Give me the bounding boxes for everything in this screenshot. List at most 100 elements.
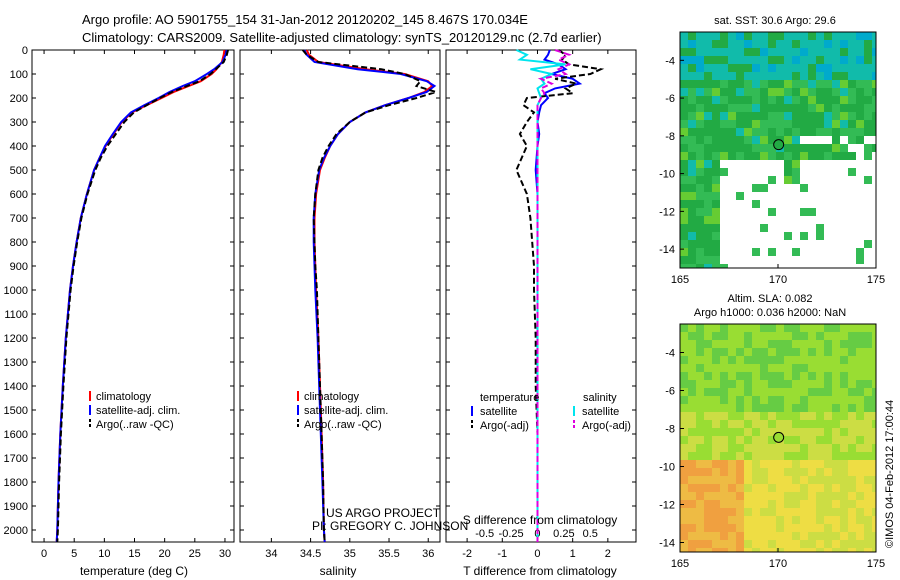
map-cell bbox=[696, 152, 704, 160]
map-cell bbox=[752, 136, 760, 144]
depth-tick-label: 1400 bbox=[4, 381, 28, 393]
map-cell bbox=[800, 72, 808, 80]
map-cell bbox=[768, 176, 776, 184]
map-cell bbox=[720, 348, 728, 356]
map-cell bbox=[736, 64, 744, 72]
map-cell bbox=[752, 388, 760, 396]
map-cell bbox=[824, 120, 832, 128]
map-cell bbox=[768, 452, 776, 460]
map-cell bbox=[816, 516, 824, 524]
map-cell bbox=[752, 348, 760, 356]
map-cell bbox=[752, 324, 760, 332]
map-cell bbox=[728, 96, 736, 104]
map-cell bbox=[784, 120, 792, 128]
map-cell bbox=[752, 476, 760, 484]
map-cell bbox=[840, 152, 848, 160]
map-cell bbox=[736, 476, 744, 484]
depth-tick-label: 800 bbox=[10, 237, 28, 249]
map-cell bbox=[728, 356, 736, 364]
map-cell bbox=[832, 412, 840, 420]
map-cell bbox=[768, 324, 776, 332]
map-cell bbox=[840, 364, 848, 372]
map-cell bbox=[752, 120, 760, 128]
map-cell bbox=[800, 428, 808, 436]
map-cell bbox=[712, 88, 720, 96]
map-cell bbox=[728, 72, 736, 80]
s-tick-label: 0.25 bbox=[553, 528, 574, 540]
map-cell bbox=[792, 532, 800, 540]
map-cell bbox=[792, 428, 800, 436]
map-cell bbox=[848, 32, 856, 40]
map-cell bbox=[688, 248, 696, 256]
map-cell bbox=[792, 356, 800, 364]
map-x-tick-label: 170 bbox=[769, 558, 787, 570]
map-cell bbox=[688, 396, 696, 404]
map-cell bbox=[728, 436, 736, 444]
map-cell bbox=[744, 388, 752, 396]
map-cell bbox=[784, 420, 792, 428]
map-cell bbox=[768, 40, 776, 48]
map-cell bbox=[704, 152, 712, 160]
map-cell bbox=[728, 120, 736, 128]
x-tick-label: 0 bbox=[41, 548, 47, 560]
map-cell bbox=[752, 428, 760, 436]
map-cell bbox=[704, 264, 712, 268]
map-cell bbox=[840, 396, 848, 404]
map-cell bbox=[688, 420, 696, 428]
map-cell bbox=[704, 248, 712, 256]
map-cell bbox=[728, 404, 736, 412]
map-cell bbox=[736, 540, 744, 548]
map-cell bbox=[856, 500, 864, 508]
map-cell bbox=[824, 420, 832, 428]
map-cell bbox=[704, 40, 712, 48]
map-cell bbox=[872, 452, 876, 460]
x-tick-label: 36 bbox=[422, 548, 434, 560]
map-cell bbox=[720, 476, 728, 484]
map-cell bbox=[688, 364, 696, 372]
map-cell bbox=[832, 492, 840, 500]
map-cell bbox=[824, 40, 832, 48]
map-cell bbox=[768, 532, 776, 540]
map-cell bbox=[832, 32, 840, 40]
map-cell bbox=[752, 452, 760, 460]
map-cell bbox=[776, 112, 784, 120]
map-cell bbox=[816, 340, 824, 348]
map-cell bbox=[864, 64, 872, 72]
x-tick-label: 35.5 bbox=[378, 548, 399, 560]
map-cell bbox=[712, 348, 720, 356]
map-cell bbox=[680, 532, 688, 540]
map-cell bbox=[816, 72, 824, 80]
pi-credit: PI: GREGORY C. JOHNSON bbox=[312, 519, 468, 533]
map-cell bbox=[712, 548, 720, 552]
map-cell bbox=[856, 324, 864, 332]
map-cell bbox=[792, 324, 800, 332]
map-cell bbox=[736, 500, 744, 508]
map-cell bbox=[784, 460, 792, 468]
map-cell bbox=[744, 444, 752, 452]
map-cell bbox=[704, 224, 712, 232]
map-cell bbox=[696, 548, 704, 552]
map-cell bbox=[832, 340, 840, 348]
map-cell bbox=[744, 436, 752, 444]
map-cell bbox=[872, 340, 876, 348]
map-cell bbox=[696, 104, 704, 112]
map-cell bbox=[696, 452, 704, 460]
x-tick-label: 2 bbox=[605, 548, 611, 560]
map-cell bbox=[768, 112, 776, 120]
map-cell bbox=[768, 444, 776, 452]
map-cell bbox=[736, 120, 744, 128]
depth-tick-label: 1900 bbox=[4, 501, 28, 513]
map-cell bbox=[816, 468, 824, 476]
map-cell bbox=[768, 96, 776, 104]
map-cell bbox=[776, 96, 784, 104]
map-cell bbox=[712, 232, 720, 240]
map-cell bbox=[776, 412, 784, 420]
map-cell bbox=[688, 404, 696, 412]
map-cell bbox=[808, 348, 816, 356]
map-cell bbox=[848, 508, 856, 516]
map-cell bbox=[824, 48, 832, 56]
depth-tick-label: 700 bbox=[10, 213, 28, 225]
map-cell bbox=[696, 216, 704, 224]
map-cell bbox=[872, 96, 876, 104]
map-cell bbox=[816, 372, 824, 380]
